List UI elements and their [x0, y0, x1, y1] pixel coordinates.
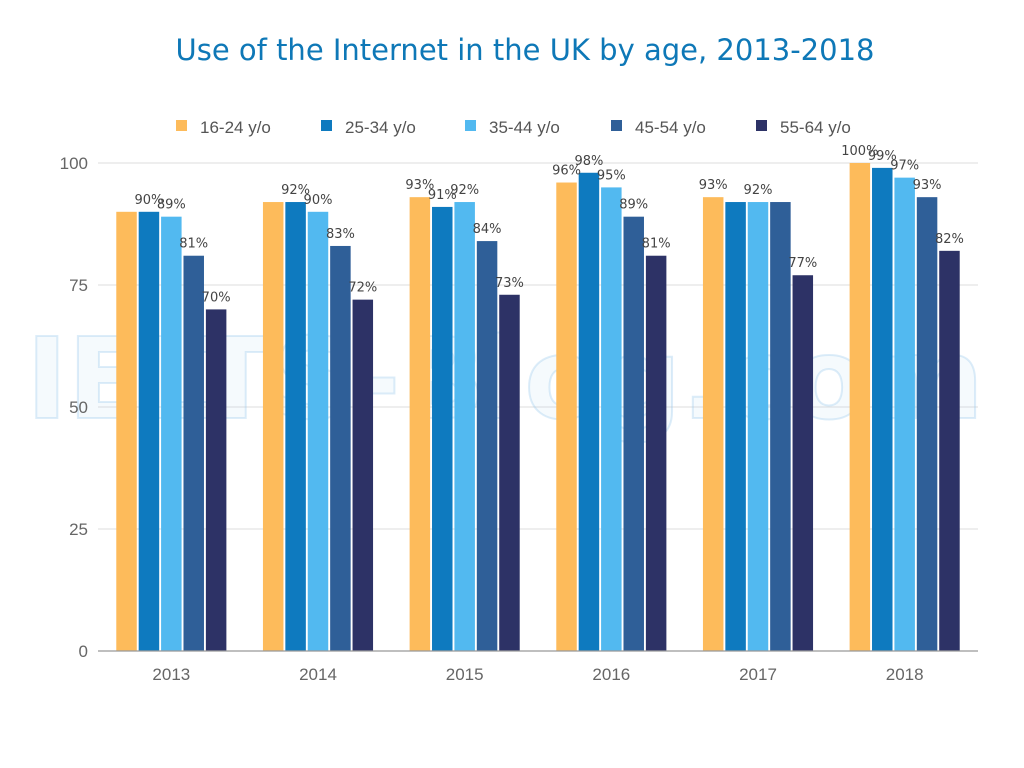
- data-label: 82%: [935, 232, 964, 247]
- bar-2018-45-54-y/o: [916, 197, 938, 651]
- data-label: 70%: [202, 290, 231, 305]
- legend-swatch: [321, 120, 332, 131]
- y-tick-label: 50: [69, 398, 88, 417]
- legend-swatch: [756, 120, 767, 131]
- legend-swatch: [611, 120, 622, 131]
- chart-title: Use of the Internet in the UK by age, 20…: [176, 33, 875, 67]
- x-tick-label: 2017: [739, 665, 777, 684]
- data-labels: 90%89%81%70%92%90%83%72%93%91%92%84%73%9…: [134, 144, 963, 305]
- bar-2017-16-24-y/o: [702, 197, 724, 651]
- bar-2017-35-44-y/o: [747, 202, 769, 652]
- bar-2015-55-64-y/o: [499, 294, 520, 651]
- data-label: 93%: [405, 178, 434, 193]
- data-label: 98%: [574, 154, 603, 169]
- bar-2013-25-34-y/o: [138, 211, 160, 652]
- data-label: 84%: [473, 222, 502, 237]
- y-tick-label: 0: [79, 642, 88, 661]
- bar-2016-45-54-y/o: [623, 216, 644, 651]
- bar-2014-45-54-y/o: [330, 245, 351, 651]
- legend-label: 16-24 y/o: [200, 118, 271, 137]
- data-label: 96%: [552, 164, 581, 179]
- data-label: 81%: [642, 237, 671, 252]
- bar-2016-16-24-y/o: [556, 182, 577, 651]
- x-tick-label: 2013: [152, 665, 190, 684]
- x-tick-label: 2016: [592, 665, 630, 684]
- legend-label: 25-34 y/o: [345, 118, 416, 137]
- gridlines: [98, 162, 978, 530]
- data-label: 81%: [179, 237, 208, 252]
- axes: 0 25 50 75 100 2013 2014 2015 2016 2017 2018: [60, 154, 978, 684]
- bar-2015-25-34-y/o: [432, 206, 453, 652]
- data-label: 89%: [157, 198, 186, 213]
- legend: 16-24 y/o 25-34 y/o 35-44 y/o 45-54 y/o 55-6…: [176, 118, 851, 137]
- legend-label: 55-64 y/o: [780, 118, 851, 137]
- y-tick-label: 75: [69, 276, 88, 295]
- data-label: 99%: [868, 149, 897, 164]
- x-tick-label: 2014: [299, 665, 337, 684]
- bar-2014-25-34-y/o: [285, 202, 306, 652]
- bars: [116, 163, 960, 652]
- bar-2018-35-44-y/o: [894, 177, 915, 651]
- data-label: 100%: [841, 144, 878, 159]
- y-tick-label: 100: [60, 154, 88, 173]
- data-label: 92%: [744, 183, 773, 198]
- bar-2013-16-24-y/o: [116, 211, 137, 652]
- legend-label: 35-44 y/o: [489, 118, 560, 137]
- bar-2018-16-24-y/o: [849, 163, 871, 651]
- bar-2014-55-64-y/o: [352, 299, 374, 651]
- bar-2015-45-54-y/o: [476, 241, 498, 651]
- legend-swatch: [465, 120, 476, 131]
- bar-2016-55-64-y/o: [645, 255, 667, 651]
- data-label: 89%: [619, 198, 648, 213]
- data-label: 77%: [788, 256, 817, 271]
- data-label: 93%: [699, 178, 728, 193]
- data-label: 73%: [495, 276, 524, 291]
- data-label: 92%: [450, 183, 479, 198]
- data-label: 95%: [597, 168, 626, 183]
- data-label: 93%: [913, 178, 942, 193]
- bar-2018-25-34-y/o: [872, 167, 893, 651]
- bar-2013-55-64-y/o: [205, 309, 227, 651]
- data-label: 90%: [304, 193, 333, 208]
- data-label: 72%: [348, 281, 377, 296]
- bar-2017-45-54-y/o: [770, 202, 791, 652]
- data-label: 97%: [890, 159, 919, 174]
- data-label: 92%: [281, 183, 310, 198]
- legend-label: 45-54 y/o: [635, 118, 706, 137]
- data-label: 91%: [428, 188, 457, 203]
- bar-2015-16-24-y/o: [409, 197, 431, 651]
- data-label: 83%: [326, 227, 355, 242]
- bar-2017-55-64-y/o: [792, 275, 814, 651]
- bar-2016-35-44-y/o: [601, 187, 622, 651]
- bar-2018-55-64-y/o: [939, 250, 960, 651]
- x-tick-label: 2018: [886, 665, 924, 684]
- data-label: 90%: [134, 193, 163, 208]
- legend-swatch: [176, 120, 187, 131]
- x-tick-label: 2015: [446, 665, 484, 684]
- y-tick-label: 25: [69, 520, 88, 539]
- bar-2013-45-54-y/o: [183, 255, 204, 651]
- bar-2016-25-34-y/o: [578, 172, 600, 651]
- bar-2015-35-44-y/o: [454, 202, 475, 652]
- bar-2014-35-44-y/o: [307, 211, 329, 652]
- bar-2017-25-34-y/o: [725, 202, 746, 652]
- bar-2013-35-44-y/o: [161, 216, 182, 651]
- bar-2014-16-24-y/o: [262, 202, 284, 652]
